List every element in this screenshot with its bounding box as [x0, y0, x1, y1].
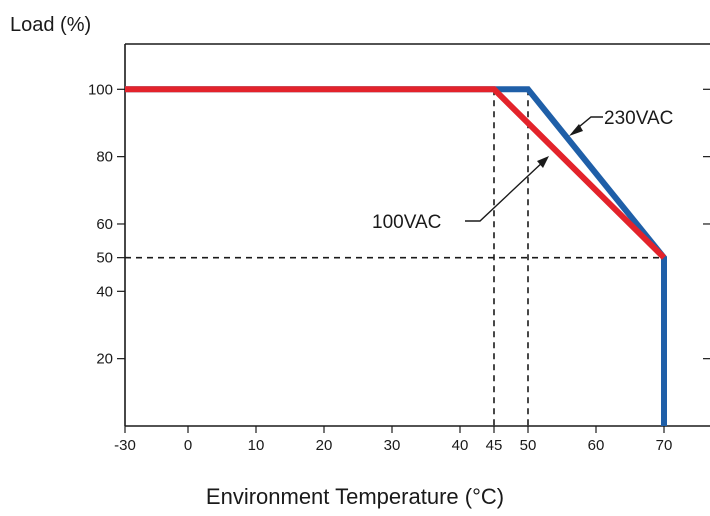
y-tick-label: 40 — [96, 283, 113, 300]
y-tick-label: 60 — [96, 216, 113, 233]
annotations: 230VAC 100VAC — [372, 108, 673, 233]
x-tick-label: 45 — [486, 437, 503, 454]
annotation-230vac: 230VAC — [604, 108, 673, 129]
y-axis-label: Load (%) — [10, 14, 92, 36]
x-tick-label: -30 — [114, 437, 136, 454]
leader-100vac — [465, 159, 546, 222]
x-tick-label: 70 — [656, 437, 673, 454]
y-tick-label: 80 — [96, 149, 113, 166]
arrowhead-100vac — [537, 156, 549, 168]
tick-labels: -30 0 10 20 30 40 45 50 60 70 20 40 50 60 80 100 — [88, 81, 672, 454]
x-tick-label: 40 — [452, 437, 469, 454]
x-tick-label: 0 — [184, 437, 192, 454]
derating-chart: -30 0 10 20 30 40 45 50 60 70 20 40 50 60 80 100 230VAC… — [88, 43, 710, 454]
series-lines — [125, 86, 667, 426]
y-tick-label: 20 — [96, 351, 113, 368]
x-tick-label: 20 — [316, 437, 333, 454]
axes — [117, 43, 710, 433]
annotation-100vac: 100VAC — [372, 212, 441, 233]
x-tick-label: 50 — [520, 437, 537, 454]
y-tick-label: 50 — [96, 250, 113, 267]
x-tick-label: 10 — [248, 437, 265, 454]
y-tick-label: 100 — [88, 81, 113, 98]
x-tick-label: 60 — [588, 437, 605, 454]
x-axis-label: Environment Temperature (°C) — [205, 484, 505, 509]
arrowhead-230vac — [569, 124, 583, 136]
series-line-100vac — [125, 86, 667, 260]
reference-lines — [125, 89, 664, 426]
x-tick-label: 30 — [384, 437, 401, 454]
